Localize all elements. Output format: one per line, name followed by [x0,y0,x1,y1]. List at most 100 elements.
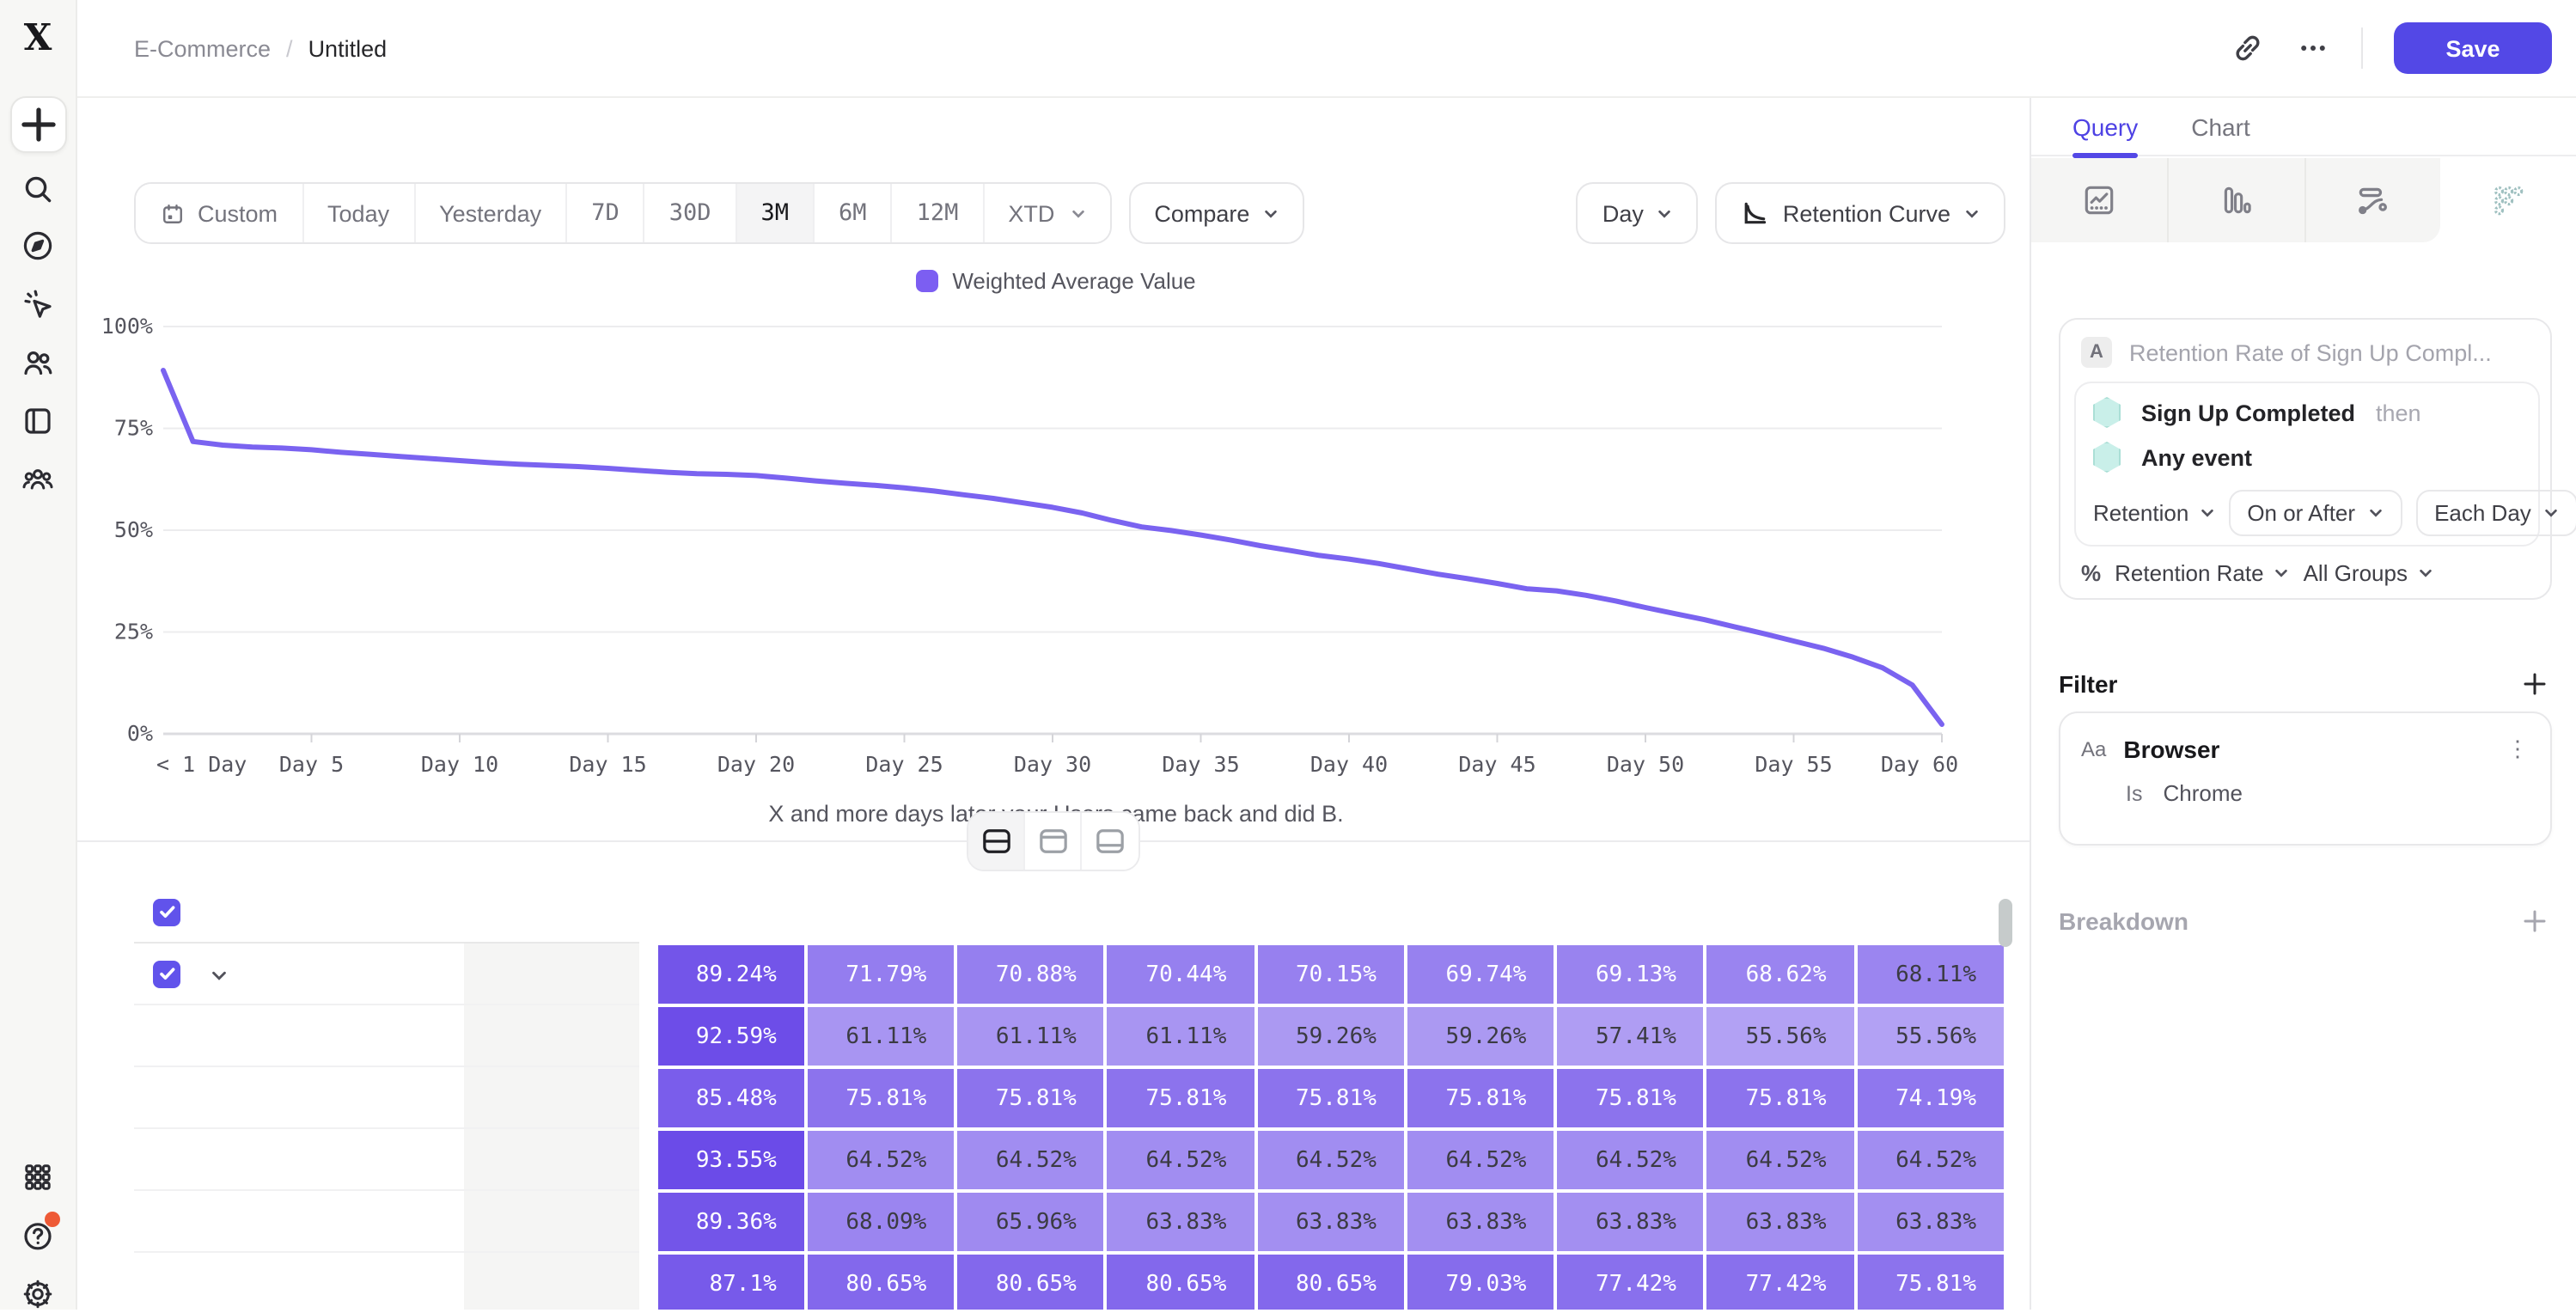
granularity-button[interactable]: Day [1577,182,1699,244]
compare-button[interactable]: Compare [1128,182,1304,244]
retention-cell[interactable]: 64.52% [1555,1129,1706,1191]
table-row[interactable]: 89.36%68.09%65.96%63.83%63.83%63.83%63.8… [134,1191,2005,1253]
retention-cell[interactable]: 64.52% [1255,1129,1406,1191]
retention-cell[interactable]: 64.52% [1706,1129,1856,1191]
range-button-30d[interactable]: 30D [645,184,737,242]
retention-cell[interactable]: 75.81% [806,1067,956,1129]
retention-cell[interactable]: 75.81% [1406,1067,1556,1129]
retention-cell[interactable]: 92.59% [656,1005,806,1067]
retention-cell[interactable]: 70.44% [1106,944,1256,1005]
new-report-button[interactable] [10,96,67,153]
retention-cell[interactable]: 87.1% [656,1253,806,1310]
retention-cell[interactable]: 69.13% [1555,944,1706,1005]
retention-cell[interactable]: 77.42% [1555,1253,1706,1310]
range-button-xtd[interactable]: XTD [984,184,1109,242]
table-top-view-button[interactable] [1025,813,1082,870]
more-menu-icon[interactable] [2296,31,2330,65]
header-day-col[interactable] [1556,882,1706,944]
filter-card[interactable]: Aa Browser ⋮ Is Chrome [2059,711,2552,846]
retention-cell[interactable]: 63.83% [1106,1191,1256,1253]
tab-chart[interactable]: Chart [2191,97,2249,156]
copy-link-icon[interactable] [2231,31,2265,65]
retention-cell[interactable]: 68.11% [1856,944,2006,1005]
retention-cell[interactable]: 70.15% [1255,944,1406,1005]
chart-type-retention-dots-icon[interactable] [2441,158,2576,242]
retention-cell[interactable]: 63.83% [1555,1191,1706,1253]
retention-cell[interactable]: 59.26% [1406,1005,1556,1067]
retention-cell[interactable]: 59.26% [1255,1005,1406,1067]
range-button-3m[interactable]: 3M [737,184,815,242]
groups-dropdown[interactable]: All Groups [2304,560,2433,586]
table-bottom-view-button[interactable] [1082,813,1138,870]
range-button-12m[interactable]: 12M [893,184,985,242]
retention-cell[interactable]: 75.81% [955,1067,1106,1129]
retention-cell[interactable]: 63.83% [1406,1191,1556,1253]
range-button-yesterday[interactable]: Yesterday [415,184,567,242]
retention-cell[interactable]: 63.83% [1255,1191,1406,1253]
retention-cell[interactable]: 80.65% [955,1253,1106,1310]
retention-cell[interactable]: 75.81% [1555,1067,1706,1129]
retention-cell[interactable]: 64.52% [1856,1129,2006,1191]
retention-cell[interactable]: 68.09% [806,1191,956,1253]
panel-icon[interactable] [19,402,57,440]
retention-cell[interactable]: 64.52% [806,1129,956,1191]
table-row[interactable]: 93.55%64.52%64.52%64.52%64.52%64.52%64.5… [134,1129,2005,1191]
retention-cell[interactable]: 64.52% [955,1129,1106,1191]
header-total-profiles[interactable] [465,882,639,944]
retention-cell[interactable]: 80.65% [806,1253,956,1310]
retention-cell[interactable]: 75.81% [1255,1067,1406,1129]
retention-cell[interactable]: 89.24% [656,944,806,1005]
add-breakdown-icon[interactable] [2521,907,2549,935]
header-day-col[interactable] [1406,882,1555,944]
compass-icon[interactable] [19,227,57,265]
retention-dropdown[interactable]: Retention [2093,500,2214,526]
header-day-col[interactable] [956,882,1106,944]
gear-icon[interactable] [19,1275,57,1313]
retention-cell[interactable]: 61.11% [955,1005,1106,1067]
retention-cell[interactable]: 77.42% [1706,1253,1856,1310]
event-row-a[interactable]: Sign Up Completed then [2076,383,2538,428]
chart-legend[interactable]: Weighted Average Value [163,268,1949,294]
table-row[interactable]: 89.24%71.79%70.88%70.44%70.15%69.74%69.1… [134,944,2005,1005]
retention-cell[interactable]: 80.65% [1255,1253,1406,1310]
retention-cell[interactable]: 55.56% [1856,1005,2006,1067]
tab-query[interactable]: Query [2072,97,2138,156]
retention-cell[interactable]: 93.55% [656,1129,806,1191]
window-dropdown[interactable]: On or After [2228,490,2402,536]
retention-cell[interactable]: 75.81% [1856,1253,2006,1310]
header-day-col[interactable] [1706,882,1855,944]
select-all-checkbox[interactable] [153,898,180,925]
chart-type-bar-chart-icon[interactable] [2169,158,2306,242]
retention-cell[interactable]: 70.88% [955,944,1106,1005]
table-row[interactable]: 87.1%80.65%80.65%80.65%80.65%79.03%77.42… [134,1253,2005,1310]
retention-cell[interactable]: 57.41% [1555,1005,1706,1067]
search-icon[interactable] [19,170,57,208]
retention-cell[interactable]: 71.79% [806,944,956,1005]
breadcrumb-workspace[interactable]: E-Commerce [134,35,271,61]
range-button-custom[interactable]: Custom [136,184,303,242]
retention-cell[interactable]: 89.36% [656,1191,806,1253]
chevron-down-icon[interactable] [210,964,229,983]
add-filter-icon[interactable] [2521,670,2549,698]
interval-dropdown[interactable]: Each Day [2415,490,2576,536]
header-day-col[interactable] [1106,882,1255,944]
horizontal-scrollbar-thumb[interactable] [1999,899,2012,947]
header-day-col[interactable] [1256,882,1406,944]
retention-cell[interactable]: 64.52% [1106,1129,1256,1191]
range-button-today[interactable]: Today [303,184,415,242]
header-day-col[interactable] [1855,882,2005,944]
row-checkbox[interactable] [153,960,180,987]
retention-cell[interactable]: 61.11% [806,1005,956,1067]
retention-cell[interactable]: 75.81% [1106,1067,1256,1129]
retention-cell[interactable]: 65.96% [955,1191,1106,1253]
users-icon[interactable] [19,344,57,382]
people-group-icon[interactable] [19,461,57,498]
header-day-col[interactable] [806,882,955,944]
table-row[interactable]: 92.59%61.11%61.11%61.11%59.26%59.26%57.4… [134,1005,2005,1067]
save-button[interactable]: Save [2394,22,2552,74]
retention-cell[interactable]: 61.11% [1106,1005,1256,1067]
retention-cell[interactable]: 85.48% [656,1067,806,1129]
retention-cell[interactable]: 69.74% [1406,944,1556,1005]
range-button-7d[interactable]: 7D [567,184,645,242]
chart-type-flow-chart-icon[interactable] [2305,158,2441,242]
